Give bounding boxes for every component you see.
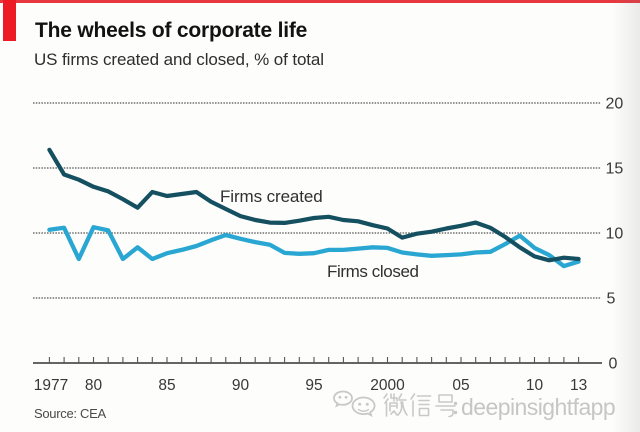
svg-text:05: 05 (452, 377, 469, 394)
svg-text:13: 13 (570, 377, 587, 394)
svg-text:15: 15 (606, 161, 624, 178)
svg-text:80: 80 (85, 377, 103, 394)
svg-text:90: 90 (232, 377, 250, 394)
svg-text:0: 0 (609, 356, 618, 373)
svg-text:20: 20 (606, 96, 624, 113)
svg-text:10: 10 (526, 377, 544, 394)
svg-text:1977: 1977 (34, 377, 68, 394)
svg-text:85: 85 (158, 377, 175, 394)
svg-text:5: 5 (607, 291, 616, 308)
svg-text:10: 10 (606, 226, 624, 243)
svg-text:2000: 2000 (370, 377, 405, 394)
svg-text:95: 95 (305, 377, 322, 394)
